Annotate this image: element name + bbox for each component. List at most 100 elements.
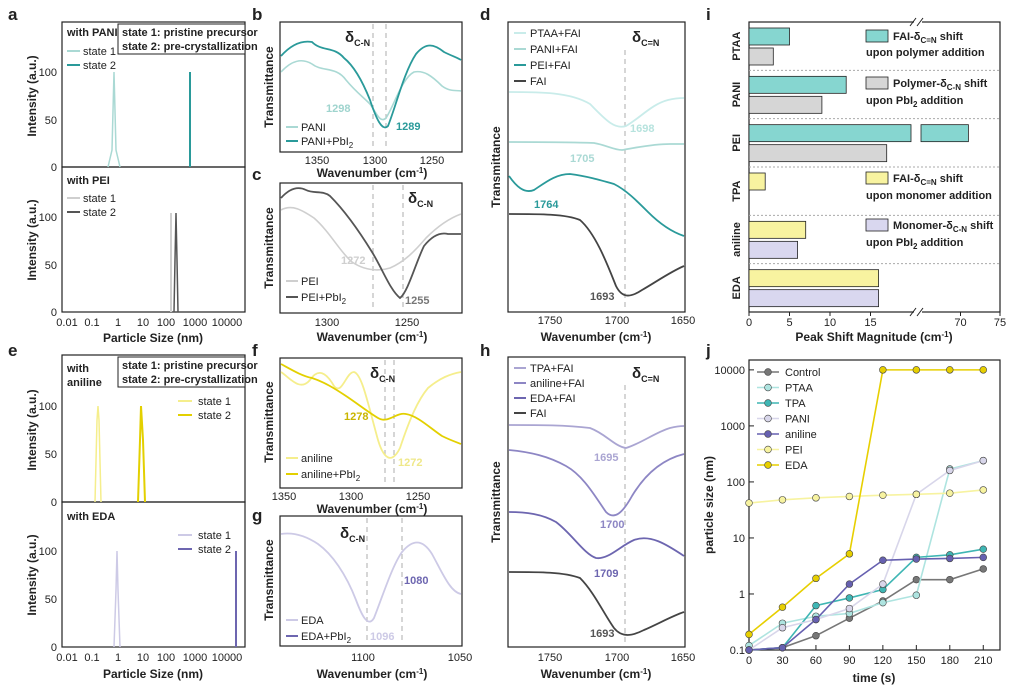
panel-a-top-title: with PANI [66,27,118,39]
panel-a-bottom-title: with PEI [66,175,110,187]
panel-g-leg2: EDA+PbI2 [301,631,352,645]
panel-j-point-PANI [879,580,887,588]
panel-a-note2: state 2: pre-crystallization [122,41,258,53]
tick-label: 0.1 [84,317,99,329]
panel-h-peak1: 1695 [594,452,618,464]
legend-marker [764,461,772,469]
panel-j-point-TPA [812,601,820,610]
panel-i-category-PANI: PANI [731,82,743,107]
panel-b: b δC-N 1298 1289 PANI PANI+PbI2 1350 130… [252,5,463,180]
panel-i-bar-TPA-fai [748,172,766,191]
tick-label: 1650 [671,652,695,664]
tick-label: 100 [157,652,175,664]
panel-c-frame [279,182,463,314]
panel-j-point-PANI [979,456,987,465]
panel-h: h δC=N 1695 1700 1709 1693 TPA+FAI anili… [480,341,695,681]
panel-j-ticks: 0.1 1 10 100 1000 10000 0 30 60 90 120 150 180 210 [714,365,992,667]
panel-e-note1: state 1: pristine precursor [122,360,258,372]
panel-j-legend-PTAA: PTAA [785,383,814,395]
panel-j-point-EDA [946,366,954,374]
panel-j-point-aniline [812,615,820,624]
panel-j-line-EDA [748,369,984,636]
legend-marker [764,430,772,438]
tick-label: 0 [51,642,57,654]
panel-j-legend-EDA: EDA [785,460,808,472]
panel-i-xlabel: Peak Shift Magnitude (cm-1) [795,330,952,344]
tick-label: 1650 [671,315,695,327]
panel-d: d δC=N 1698 1705 1764 1693 PTAA+FAI PANI… [480,5,695,344]
panel-g-delta: δC-N [340,525,365,544]
panel-i-bar-PTAA-fai [748,27,790,46]
panel-e-ylabel-top: Intensity (a.u.) [25,389,39,470]
panel-j-point-PEI [879,491,887,499]
tick-label: 100 [727,477,745,489]
panel-c: c δC-N 1272 1255 PEI PEI+PbI2 1300 1250 … [252,165,463,344]
panel-a-top-leg2: state 2 [83,60,116,72]
panel-e-xlabel: Particle Size (nm) [103,667,203,681]
panel-e-aniline-state2-line [137,405,146,503]
panel-f-xlabel: Wavenumber (cm-1) [317,502,428,516]
panel-b-leg2: PANI+PbI2 [301,136,354,150]
panel-j-point-PEI [778,496,787,504]
panel-j-point-PEI [812,494,820,502]
panel-i-category-PTAA: PTAA [731,32,743,61]
tick-label: 10 [137,317,149,329]
panel-j-point-EDA [912,366,921,374]
tick-label: 1700 [605,652,629,664]
panel-i-label: i [706,5,711,24]
panel-j-point-PTAA [912,591,921,599]
tick-label: 0 [51,307,57,319]
tick-label: 70 [954,317,966,329]
panel-d-leg4: FAI [530,76,547,88]
panel-i-bar-EDA-fai [748,269,880,288]
panel-i-leg3-l1: FAI-δC=N shift [893,173,963,187]
panel-i-leg1-l2: upon polymer addition [866,47,985,59]
panel-d-frame [507,21,686,313]
panel-g-frame [279,515,463,647]
panel-i-bar-PEI-fai-broken [920,124,969,143]
panel-d-peak2: 1705 [570,153,594,165]
panel-j-point-aniline [946,554,954,563]
panel-e-bottom-frame [61,501,246,648]
panel-j-point-PTAA [879,598,887,607]
tick-label: 1000 [183,652,207,664]
panel-h-leg3: EDA+FAI [530,393,576,405]
tick-label: 10000 [714,365,745,377]
tick-label: 100 [39,401,57,413]
panel-j-point-EDA [778,603,787,611]
panel-b-frame [279,21,463,153]
panel-j-point-TPA [845,594,854,602]
panel-g-xlabel: Wavenumber (cm-1) [317,667,428,681]
panel-d-leg2: PANI+FAI [530,44,578,56]
panel-j-point-EDA [879,366,887,374]
tick-label: 1000 [721,421,745,433]
panel-a-top-leg1: state 1 [83,46,116,58]
panel-j-point-TPA [979,545,987,553]
panel-e-label: e [8,341,17,360]
panel-i-break-mark [916,17,924,27]
panel-i-bar-PANI-pbi [748,95,823,114]
panel-h-delta: δC=N [632,365,659,384]
panel-d-pani-line [508,141,684,151]
panel-f-label: f [252,341,258,360]
panel-j-point-Control [946,575,954,584]
panel-i-bar-aniline-pbi [748,240,798,259]
panel-j-point-PANI [845,604,854,613]
tick-label: 90 [843,655,855,667]
panel-i-category-TPA: TPA [731,181,743,202]
panel-i-break-mark [916,307,924,317]
tick-label: 0 [51,162,57,174]
panel-j-legend-TPA: TPA [785,398,806,410]
panel-i-bars [748,27,1000,308]
panel-j-line-Control [748,568,984,651]
tick-label: 1 [739,589,745,601]
tick-label: 60 [810,655,822,667]
panel-b-delta: δC-N [345,29,370,48]
tick-label: 100 [39,212,57,224]
panel-g-ylabel: Transmittance [262,539,276,621]
tick-label: 1250 [406,491,430,503]
panel-c-ylabel: Transmittance [262,207,276,289]
panel-i: i PTAA PANI PEI TPA aniline EDA 0 5 10 15 70 75 FA… [706,5,1006,344]
panel-f: f δC-N 1278 1272 aniline aniline+PbI2 13… [252,341,463,516]
